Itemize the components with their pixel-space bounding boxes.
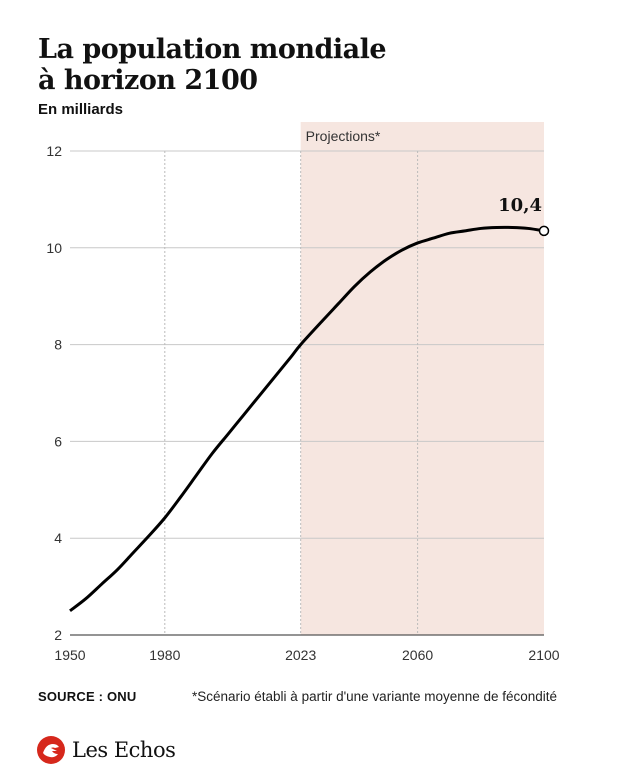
y-axis-ticks: 2 4 6 8 10 12 xyxy=(46,143,62,643)
y-tick-label: 12 xyxy=(46,143,62,159)
chart-title: La population mondiale à horizon 2100 xyxy=(38,34,387,96)
y-tick-label: 8 xyxy=(54,337,62,353)
x-tick-label: 1950 xyxy=(54,647,85,663)
projection-footnote: *Scénario établi à partir d'une variante… xyxy=(192,689,558,704)
logo-text: Les Echos xyxy=(72,738,176,762)
y-tick-label: 4 xyxy=(54,530,62,546)
les-echos-logo: Les Echos xyxy=(36,735,176,765)
x-axis-ticks: 1950 1980 2023 2060 2100 xyxy=(54,647,559,663)
projection-band xyxy=(300,122,544,635)
x-tick-label: 2023 xyxy=(285,647,316,663)
chart-title-line-1: La population mondiale xyxy=(38,34,387,65)
chart-subtitle: En milliards xyxy=(38,101,124,118)
population-line-chart: Projections* 2 4 6 8 10 12 1950 1980 2023 2060 21… xyxy=(46,122,560,663)
x-tick-label: 1980 xyxy=(149,647,180,663)
y-tick-label: 10 xyxy=(46,240,62,256)
end-value-label: 10,4 xyxy=(498,195,542,216)
y-tick-label: 6 xyxy=(54,433,62,449)
x-tick-label: 2100 xyxy=(528,647,559,663)
chart-title-line-2: à horizon 2100 xyxy=(38,65,258,96)
end-point-marker xyxy=(538,225,550,237)
horizontal-gridlines xyxy=(70,150,544,636)
vertical-gridlines xyxy=(164,151,419,635)
population-series-line xyxy=(69,225,545,612)
x-tick-label: 2060 xyxy=(402,647,433,663)
y-tick-label: 2 xyxy=(54,627,62,643)
projection-label: Projections* xyxy=(306,128,381,144)
source-note: SOURCE : ONU xyxy=(38,689,137,704)
les-echos-emblem-icon xyxy=(37,736,65,764)
